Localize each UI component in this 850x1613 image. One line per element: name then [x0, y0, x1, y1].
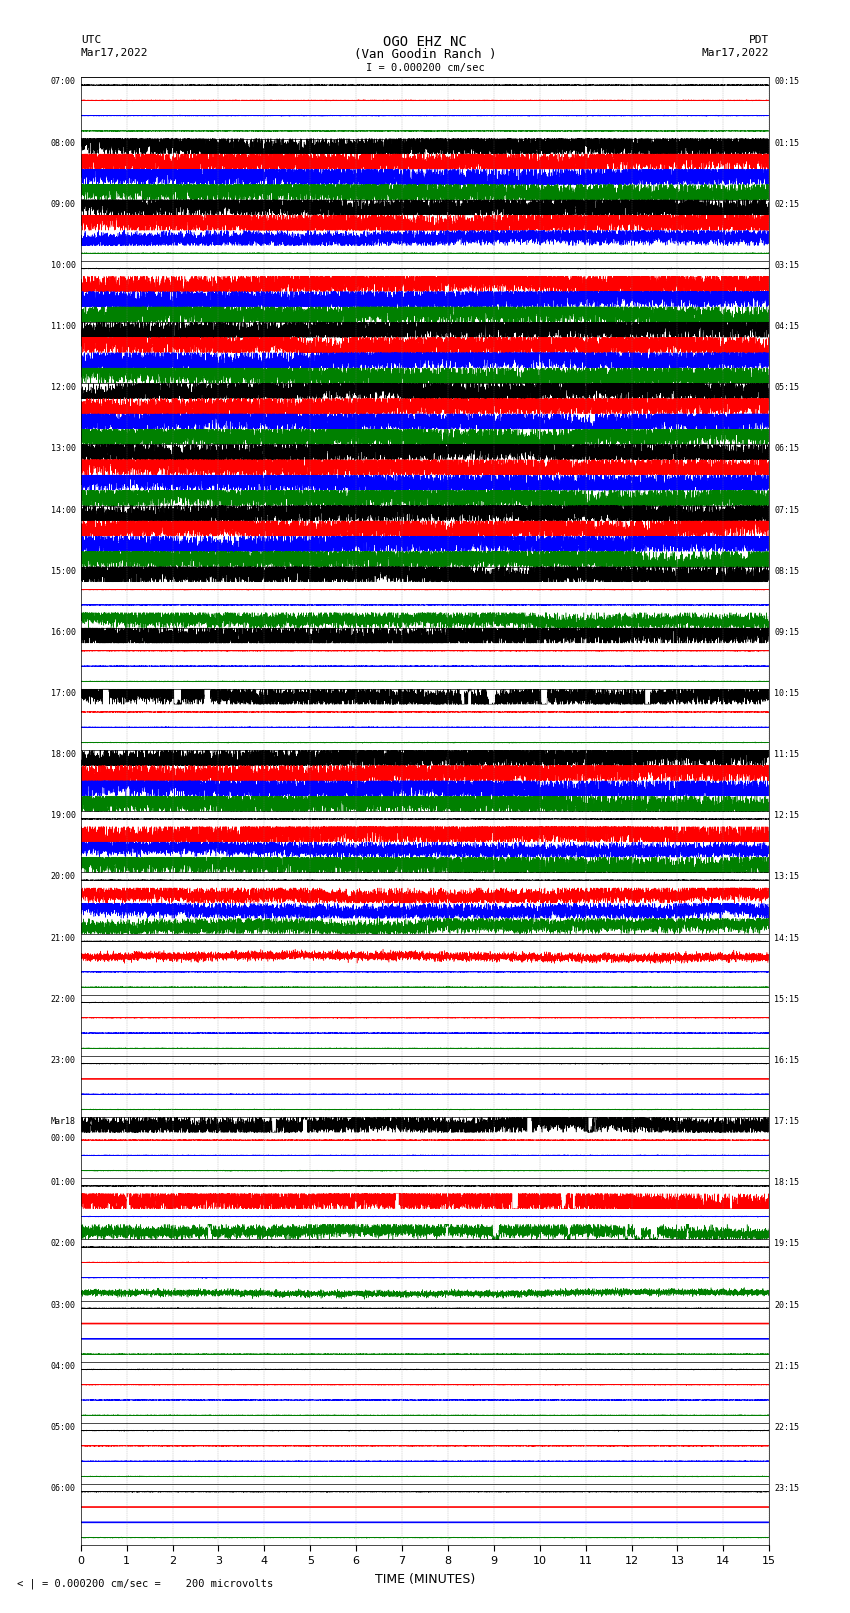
Text: 23:15: 23:15 [774, 1484, 799, 1494]
Text: 04:00: 04:00 [51, 1361, 76, 1371]
Text: 17:15: 17:15 [774, 1118, 799, 1126]
Text: I = 0.000200 cm/sec: I = 0.000200 cm/sec [366, 63, 484, 73]
Text: 22:00: 22:00 [51, 995, 76, 1003]
Text: 09:00: 09:00 [51, 200, 76, 208]
Text: 11:15: 11:15 [774, 750, 799, 760]
Text: 05:00: 05:00 [51, 1423, 76, 1432]
Text: 15:15: 15:15 [774, 995, 799, 1003]
Text: 03:00: 03:00 [51, 1300, 76, 1310]
Text: UTC: UTC [81, 35, 101, 45]
Text: 20:00: 20:00 [51, 873, 76, 881]
Text: 21:00: 21:00 [51, 934, 76, 942]
Text: 11:00: 11:00 [51, 323, 76, 331]
Text: (Van Goodin Ranch ): (Van Goodin Ranch ) [354, 48, 496, 61]
Text: 12:15: 12:15 [774, 811, 799, 821]
Text: 09:15: 09:15 [774, 627, 799, 637]
Text: 18:15: 18:15 [774, 1177, 799, 1187]
Text: OGO EHZ NC: OGO EHZ NC [383, 35, 467, 50]
Text: 13:00: 13:00 [51, 444, 76, 453]
Text: 16:00: 16:00 [51, 627, 76, 637]
Text: 04:15: 04:15 [774, 323, 799, 331]
Text: 15:00: 15:00 [51, 566, 76, 576]
Text: 08:15: 08:15 [774, 566, 799, 576]
Text: 02:00: 02:00 [51, 1239, 76, 1248]
Text: 00:00: 00:00 [51, 1134, 76, 1144]
Text: Mar18: Mar18 [51, 1118, 76, 1126]
Text: 07:00: 07:00 [51, 77, 76, 87]
Text: 19:00: 19:00 [51, 811, 76, 821]
Text: PDT: PDT [749, 35, 769, 45]
Text: 21:15: 21:15 [774, 1361, 799, 1371]
Text: Mar17,2022: Mar17,2022 [702, 48, 769, 58]
Text: 18:00: 18:00 [51, 750, 76, 760]
Text: 17:00: 17:00 [51, 689, 76, 698]
Text: 01:15: 01:15 [774, 139, 799, 147]
Text: 20:15: 20:15 [774, 1300, 799, 1310]
Text: 07:15: 07:15 [774, 505, 799, 515]
Text: 19:15: 19:15 [774, 1239, 799, 1248]
Text: 23:00: 23:00 [51, 1057, 76, 1065]
Text: 02:15: 02:15 [774, 200, 799, 208]
X-axis label: TIME (MINUTES): TIME (MINUTES) [375, 1573, 475, 1586]
Text: 00:15: 00:15 [774, 77, 799, 87]
Text: 10:15: 10:15 [774, 689, 799, 698]
Text: 12:00: 12:00 [51, 384, 76, 392]
Text: 08:00: 08:00 [51, 139, 76, 147]
Text: 14:15: 14:15 [774, 934, 799, 942]
Text: 05:15: 05:15 [774, 384, 799, 392]
Text: 03:15: 03:15 [774, 261, 799, 269]
Text: 16:15: 16:15 [774, 1057, 799, 1065]
Text: < | = 0.000200 cm/sec =    200 microvolts: < | = 0.000200 cm/sec = 200 microvolts [17, 1578, 273, 1589]
Text: 06:00: 06:00 [51, 1484, 76, 1494]
Text: 22:15: 22:15 [774, 1423, 799, 1432]
Text: 10:00: 10:00 [51, 261, 76, 269]
Text: 06:15: 06:15 [774, 444, 799, 453]
Text: Mar17,2022: Mar17,2022 [81, 48, 148, 58]
Text: 14:00: 14:00 [51, 505, 76, 515]
Text: 01:00: 01:00 [51, 1177, 76, 1187]
Text: 13:15: 13:15 [774, 873, 799, 881]
